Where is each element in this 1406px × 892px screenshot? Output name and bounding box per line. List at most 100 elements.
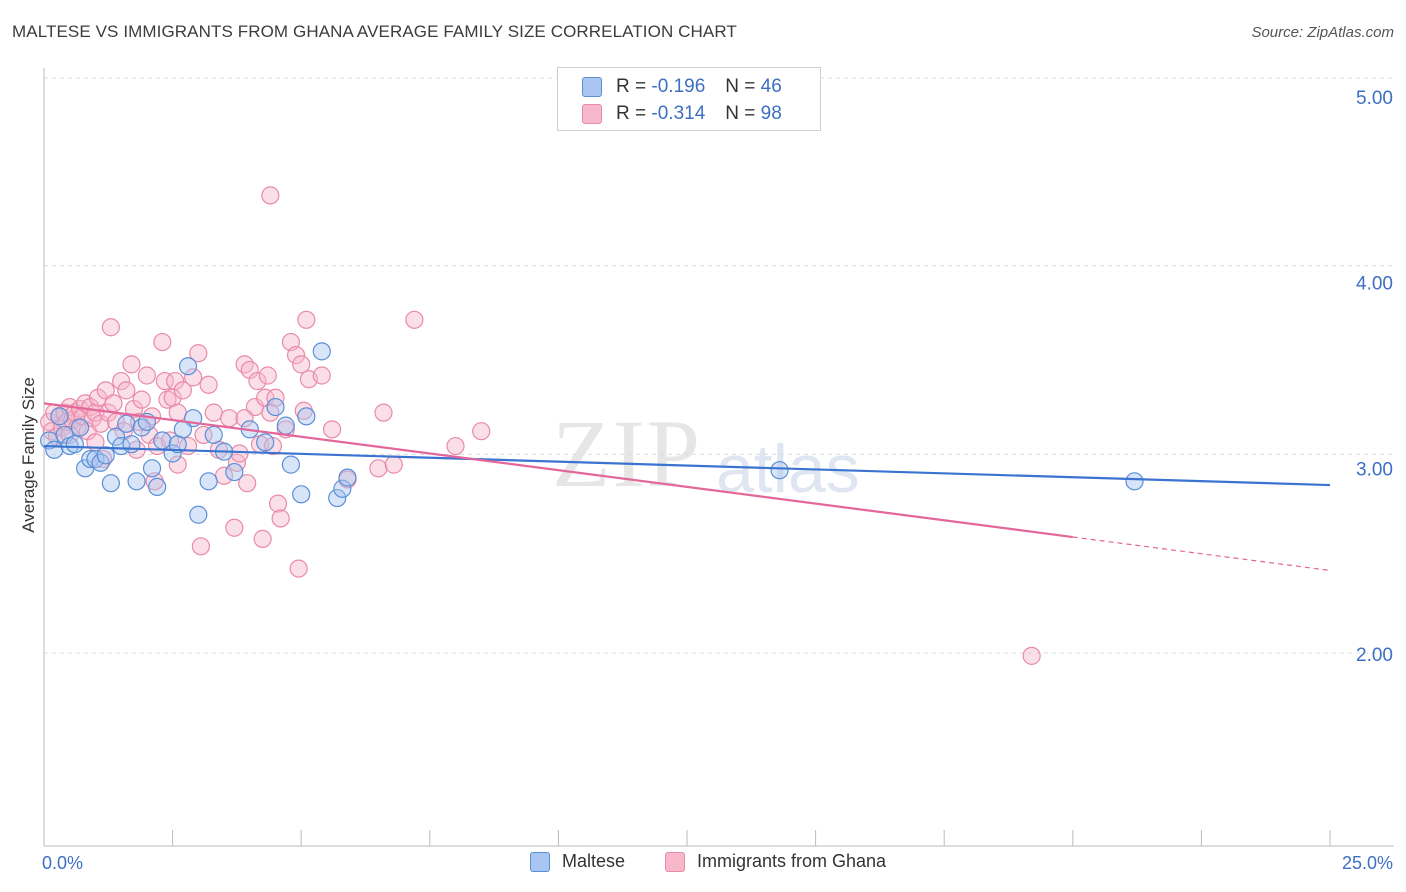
legend-row-ghana: R = -0.314 N = 98 (582, 100, 782, 128)
ghana-point (101, 318, 120, 337)
chart-title: MALTESE VS IMMIGRANTS FROM GHANA AVERAGE… (12, 22, 737, 41)
trend-lines (43, 402, 1331, 572)
ghana-point (168, 403, 187, 422)
ghana-point (384, 455, 403, 474)
ghana-point (405, 310, 424, 329)
ghana-point (122, 355, 141, 374)
ghana-point (168, 455, 187, 474)
maltese-point (312, 342, 331, 361)
ghana-point (235, 355, 254, 374)
ghana-trend-line (43, 402, 1073, 539)
ghana-point (52, 418, 72, 437)
ghana-point (199, 375, 218, 394)
ghana-point (292, 355, 311, 374)
maltese-point (338, 468, 357, 487)
ghana-point (155, 371, 174, 391)
y-tick-label: 3.00 (1356, 459, 1393, 480)
ghana-point (266, 388, 285, 407)
legend-swatch-ghana (582, 104, 602, 124)
ghana-trend-extension (1072, 536, 1331, 572)
maltese-point (117, 414, 136, 433)
maltese-point (106, 427, 126, 446)
ghana-point (248, 371, 267, 391)
ghana-point (297, 310, 316, 329)
ghana-point (289, 559, 308, 578)
maltese-point (178, 357, 198, 376)
source-credit: Source: ZipAtlas.com (1251, 24, 1394, 41)
maltese-point (1125, 472, 1144, 491)
legend-r-value: -0.314 (651, 103, 706, 124)
maltese-point (45, 440, 64, 459)
bottom-legend-maltese: Maltese (530, 851, 625, 872)
y-tick-label: 4.00 (1356, 274, 1393, 295)
ghana-point (117, 381, 136, 400)
ghana-point (238, 474, 257, 493)
maltese-point (148, 477, 167, 496)
ghana-point (153, 332, 172, 352)
maltese-point (101, 474, 120, 493)
legend-n-label: N = (725, 76, 756, 97)
maltese-point (770, 461, 789, 480)
maltese-point (96, 446, 115, 465)
maltese-point (70, 418, 90, 437)
legend-n-value: 98 (760, 103, 782, 124)
legend-r-value: -0.196 (651, 76, 706, 97)
ghana-point (253, 529, 272, 548)
maltese-point (199, 472, 218, 491)
maltese-point (256, 433, 275, 452)
maltese-point (50, 407, 69, 426)
maltese-point (173, 420, 192, 439)
maltese-point (55, 425, 74, 445)
ghana-point (132, 390, 151, 409)
ghana-point (112, 371, 131, 391)
legend-swatch-maltese (582, 77, 602, 97)
legend-r-label: R = (616, 103, 647, 124)
maltese-point (328, 488, 347, 508)
maltese-point (132, 418, 151, 437)
maltese-point (204, 425, 223, 445)
y-axis-label: Average Family Size (19, 377, 38, 533)
watermark-zip: ZIP (552, 400, 702, 507)
ghana-point (446, 436, 465, 456)
maltese-trend-line (43, 444, 1331, 487)
ghana-point (1022, 646, 1041, 665)
legend-n-label: N = (725, 103, 756, 124)
ghana-point (166, 371, 185, 391)
ghana-point (261, 186, 280, 205)
y-tick-label: 5.00 (1356, 88, 1393, 109)
ghana-point (189, 344, 208, 363)
x-tick-label: 0.0% (42, 853, 83, 873)
ghana-point (184, 368, 203, 387)
maltese-point (281, 455, 301, 474)
ghana-point (104, 394, 123, 413)
maltese-point (142, 459, 162, 478)
ghana-point (258, 366, 277, 385)
ghana-point (81, 397, 100, 417)
ghana-point (369, 459, 388, 478)
bottom-legend-label-maltese: Maltese (562, 851, 626, 871)
y-tick-label: 2.00 (1356, 645, 1393, 666)
ghana-point (194, 425, 213, 445)
maltese-point (276, 416, 295, 435)
ghana-point (173, 381, 192, 400)
ghana-point (322, 420, 342, 439)
maltese-point (81, 449, 100, 469)
x-tick-label: 25.0% (1342, 853, 1393, 873)
ghana-point (472, 422, 491, 441)
bottom-legend-swatch-ghana (665, 851, 685, 872)
maltese-point (127, 472, 146, 491)
maltese-point (292, 485, 311, 504)
bottom-legend-label-ghana: Immigrants from Ghana (697, 851, 887, 871)
ghana-point (235, 409, 254, 428)
maltese-point (333, 479, 352, 498)
legend-row-maltese: R = -0.196 N = 46 (582, 73, 782, 101)
maltese-point (65, 435, 84, 454)
maltese-points (40, 342, 1144, 524)
maltese-point (122, 435, 141, 454)
bottom-legend-ghana: Immigrants from Ghana (665, 851, 886, 872)
legend-r-label: R = (616, 76, 647, 97)
bottom-legend-swatch-maltese (530, 851, 550, 872)
ghana-points (40, 186, 1041, 665)
correlation-legend: R = -0.196 N = 46 R = -0.314 N = 98 (557, 67, 821, 131)
